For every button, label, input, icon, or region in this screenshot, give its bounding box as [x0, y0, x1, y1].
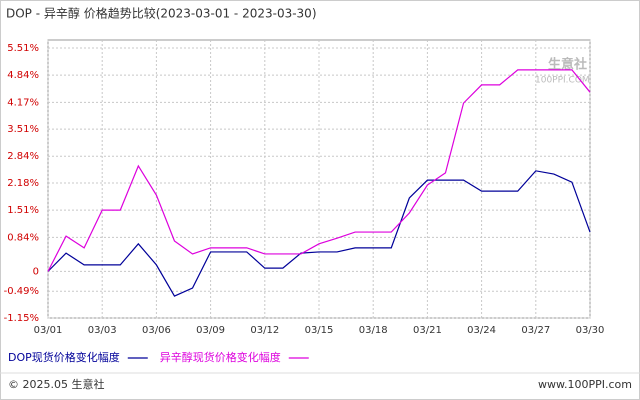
x-tick-label: 03/01 — [34, 325, 63, 336]
x-tick-label: 03/03 — [88, 325, 117, 336]
y-tick-label: 2.18% — [7, 178, 39, 189]
footer-right: www.100PPI.com — [538, 378, 632, 391]
x-tick-label: 03/09 — [196, 325, 225, 336]
x-tick-label: 03/27 — [521, 325, 550, 336]
x-tick-label: 03/21 — [413, 325, 442, 336]
y-tick-label: 0.84% — [7, 232, 39, 243]
x-tick-label: 03/24 — [467, 325, 496, 336]
y-tick-label: 1.51% — [7, 205, 39, 216]
x-tick-label: 03/15 — [305, 325, 334, 336]
legend-label: DOP现货价格变化幅度 — [8, 350, 120, 364]
legend-label: 异辛醇现货价格变化幅度 — [160, 350, 281, 364]
y-tick-label: 0 — [33, 266, 39, 277]
y-tick-label: 2.84% — [7, 151, 39, 162]
y-tick-label: 5.51% — [7, 43, 39, 54]
x-tick-label: 03/18 — [359, 325, 388, 336]
y-tick-label: -1.15% — [4, 313, 39, 324]
x-tick-label: 03/12 — [250, 325, 279, 336]
series-line — [47, 170, 591, 297]
chart-title: DOP - 异辛醇 价格趋势比较(2023-03-01 - 2023-03-30… — [6, 6, 317, 21]
x-tick-label: 03/30 — [576, 325, 605, 336]
y-tick-label: 4.17% — [7, 97, 39, 108]
y-tick-label: 4.84% — [7, 70, 39, 81]
y-tick-label: -0.49% — [4, 286, 39, 297]
series-line — [47, 69, 591, 272]
x-tick-label: 03/06 — [142, 325, 171, 336]
y-tick-label: 3.51% — [7, 124, 39, 135]
footer-left: © 2025.05 生意社 — [8, 377, 104, 391]
watermark: 100PPI.COM — [535, 76, 590, 86]
watermark: 生意社 — [548, 57, 587, 73]
